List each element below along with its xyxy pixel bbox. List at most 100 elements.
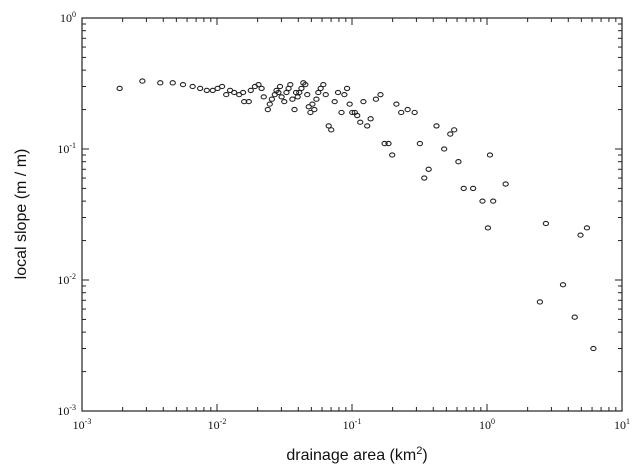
data-point xyxy=(264,106,271,113)
data-point xyxy=(425,166,432,172)
data-point xyxy=(260,94,267,100)
plot-frame xyxy=(81,17,623,412)
x-tick-label: 10-2 xyxy=(208,417,227,432)
data-point xyxy=(411,109,418,116)
data-point xyxy=(381,140,388,147)
data-point xyxy=(389,152,396,158)
x-tick-label: 10-1 xyxy=(343,417,362,432)
data-point xyxy=(311,106,318,113)
data-point xyxy=(266,101,273,107)
data-point xyxy=(441,146,448,152)
data-point xyxy=(334,89,342,96)
data-point xyxy=(258,85,265,92)
data-point xyxy=(231,89,238,96)
data-point xyxy=(484,225,492,231)
data-point xyxy=(542,220,550,227)
x-tick-label: 10-3 xyxy=(73,417,92,432)
data-point xyxy=(298,85,305,92)
data-point xyxy=(328,127,335,133)
data-point xyxy=(275,89,282,96)
data-point xyxy=(291,106,298,113)
data-point xyxy=(305,104,312,110)
data-point xyxy=(469,185,477,192)
x-tick-label: 101 xyxy=(614,417,630,432)
data-point xyxy=(377,91,384,98)
data-point xyxy=(451,127,458,133)
data-point xyxy=(241,98,248,105)
data-point xyxy=(590,345,597,352)
data-point xyxy=(281,98,288,105)
data-point xyxy=(116,85,123,92)
data-point xyxy=(486,152,494,158)
data-point xyxy=(455,159,462,165)
y-tick-label: 100 xyxy=(60,10,76,25)
data-point xyxy=(393,101,400,107)
data-point xyxy=(278,94,285,100)
data-point xyxy=(289,96,296,102)
data-point xyxy=(325,123,332,129)
data-point xyxy=(322,91,329,98)
data-point xyxy=(247,87,254,94)
data-point xyxy=(239,89,247,96)
data-point xyxy=(479,198,486,204)
data-point xyxy=(189,83,196,90)
data-point xyxy=(536,299,544,305)
data-point xyxy=(307,109,314,116)
data-point xyxy=(364,123,371,129)
data-point xyxy=(309,101,316,107)
data-point xyxy=(287,81,294,88)
x-axis-title: drainage area (km2) xyxy=(286,445,427,464)
x-tick-label: 100 xyxy=(479,417,495,432)
data-point xyxy=(218,83,226,90)
data-point xyxy=(447,131,454,137)
y-axis-title: local slope (m / m) xyxy=(13,149,30,280)
data-points xyxy=(116,78,597,352)
data-point xyxy=(276,83,284,90)
data-point xyxy=(313,96,320,102)
data-point xyxy=(433,123,440,129)
data-point xyxy=(203,87,210,94)
data-point xyxy=(571,314,578,320)
data-point xyxy=(577,232,584,238)
data-point xyxy=(346,101,353,107)
y-tick-label: 10-3 xyxy=(57,403,76,418)
axis-ticks xyxy=(81,17,623,412)
data-point xyxy=(245,98,252,105)
data-point xyxy=(139,78,146,84)
data-point xyxy=(460,185,467,192)
data-point xyxy=(367,116,374,122)
data-point xyxy=(304,91,311,98)
y-tick-label: 10-2 xyxy=(57,272,76,287)
data-point xyxy=(502,181,509,187)
data-point xyxy=(421,175,428,181)
data-point xyxy=(404,106,411,113)
data-point xyxy=(196,85,204,92)
data-point xyxy=(169,80,176,86)
data-point xyxy=(320,81,327,88)
data-point xyxy=(416,140,424,147)
data-point xyxy=(398,109,405,116)
data-point xyxy=(583,225,591,231)
data-point xyxy=(490,198,497,204)
data-point xyxy=(559,282,567,288)
data-point xyxy=(255,81,262,88)
data-point xyxy=(302,81,309,88)
data-point xyxy=(349,109,356,116)
data-point xyxy=(341,91,348,98)
data-point xyxy=(354,112,361,119)
data-point xyxy=(360,98,367,105)
data-point xyxy=(338,109,345,116)
data-point xyxy=(343,85,351,92)
data-point xyxy=(223,91,230,98)
data-point xyxy=(294,94,301,100)
tick-labels: 10-3 10-2 10-1 100 101 10-3 10-2 10-1 100 xyxy=(57,10,630,432)
data-point xyxy=(385,140,392,147)
y-tick-label: 10-1 xyxy=(57,141,76,156)
data-point xyxy=(357,119,364,125)
data-point xyxy=(372,96,380,102)
data-point xyxy=(268,96,276,102)
data-point xyxy=(331,98,338,105)
data-point xyxy=(179,81,187,88)
data-point xyxy=(157,80,164,86)
